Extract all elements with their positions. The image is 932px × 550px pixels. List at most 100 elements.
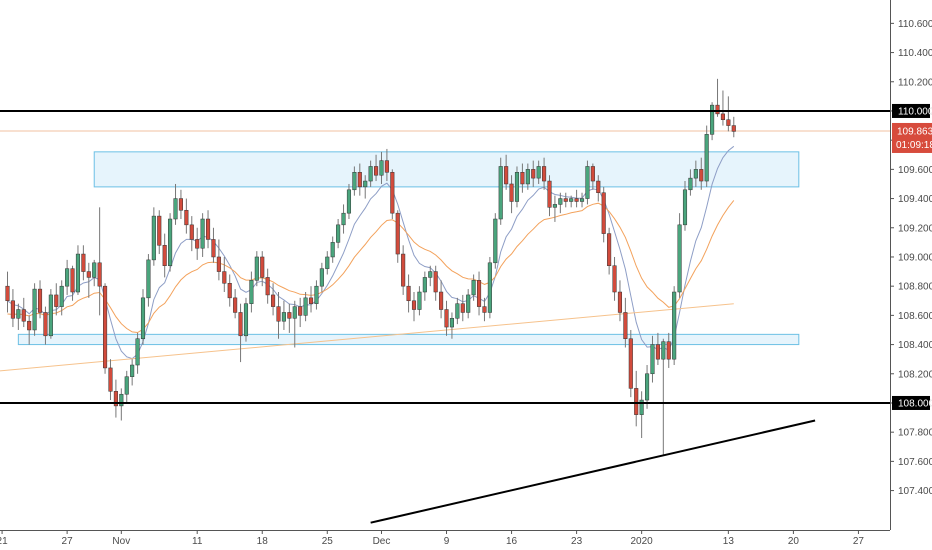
zone-1 xyxy=(17,333,800,346)
candle-body xyxy=(682,189,688,226)
candle-body xyxy=(504,166,509,185)
price-axis[interactable]: 110.600110.400110.200110.000109.800109.6… xyxy=(890,0,932,550)
candle-body xyxy=(444,309,449,328)
candle-body xyxy=(10,300,15,319)
candle xyxy=(119,388,124,421)
candle-body xyxy=(184,209,189,226)
candle xyxy=(75,245,81,295)
candle xyxy=(5,271,10,313)
candle xyxy=(271,283,276,316)
price-tick-label: 108.800 xyxy=(898,282,932,293)
price-tick-label: 109.400 xyxy=(898,194,932,205)
candle xyxy=(726,96,731,132)
candle-body xyxy=(672,291,677,360)
candle-body xyxy=(428,271,433,278)
candle xyxy=(634,370,639,427)
candle-body xyxy=(449,318,454,328)
level-tag-0 xyxy=(892,103,930,118)
candle xyxy=(233,289,238,319)
price-tick-label: 108.400 xyxy=(898,340,932,351)
candle-body xyxy=(346,189,352,214)
candle-body xyxy=(113,391,118,407)
candle-body xyxy=(514,172,520,202)
candle xyxy=(542,157,547,190)
candle xyxy=(547,175,552,217)
date-tick-label: 27 xyxy=(853,536,865,547)
candle-body xyxy=(303,297,308,316)
candle-body xyxy=(352,172,357,191)
candle-body xyxy=(357,172,362,188)
candle-body xyxy=(260,256,265,278)
candle-body xyxy=(558,198,563,205)
candle xyxy=(86,262,91,298)
candle-body xyxy=(292,306,297,319)
candle-body xyxy=(211,239,216,258)
candle-body xyxy=(314,285,319,304)
candle-body xyxy=(298,306,303,316)
candle xyxy=(704,125,709,187)
countdown-label: 01:09:18 xyxy=(896,140,932,151)
candle-body xyxy=(276,306,281,322)
zone-0 xyxy=(93,151,800,188)
price-tick-label: 110.200 xyxy=(898,77,932,88)
candle xyxy=(227,274,232,307)
candle xyxy=(498,157,503,225)
candle-body xyxy=(439,291,444,310)
candle xyxy=(325,251,330,275)
candle xyxy=(607,227,612,275)
candle-body xyxy=(178,198,183,211)
candle xyxy=(563,192,568,208)
candle-body xyxy=(433,271,438,293)
candle xyxy=(352,166,357,196)
candle xyxy=(59,280,64,316)
candle-body xyxy=(81,253,86,272)
candle xyxy=(504,154,509,190)
candle xyxy=(336,219,341,249)
candle xyxy=(32,283,37,336)
candle xyxy=(601,186,606,243)
time-axis[interactable]: 21 27 Nov 11 18 25 Dec 9 16 23 2020 13 20 27 xyxy=(0,530,932,550)
candle-body xyxy=(108,367,113,392)
candle-body xyxy=(645,373,650,401)
candle-body xyxy=(411,300,417,310)
candle-body xyxy=(287,312,292,319)
candle xyxy=(384,148,389,182)
price-axis-bg xyxy=(890,0,932,550)
candle-body xyxy=(552,204,557,208)
candle xyxy=(195,227,200,260)
candle-body xyxy=(65,268,70,287)
candle-body xyxy=(395,212,400,255)
candle-body xyxy=(92,262,97,278)
candle xyxy=(211,227,216,263)
candle xyxy=(81,245,86,281)
candle xyxy=(688,169,693,196)
candle xyxy=(493,213,498,269)
current-price-label: 109.863 xyxy=(897,126,932,137)
candle xyxy=(254,251,259,287)
candle-body xyxy=(509,183,514,202)
candle xyxy=(612,256,617,301)
candle-body xyxy=(525,169,530,185)
candle-body xyxy=(54,294,59,307)
ema-fast-line xyxy=(7,145,735,360)
date-tick-label: 18 xyxy=(257,536,269,547)
candle xyxy=(693,160,698,187)
candle xyxy=(140,289,146,345)
candle xyxy=(520,163,525,193)
candle-body xyxy=(308,297,314,304)
candle xyxy=(639,391,644,439)
candle xyxy=(661,338,666,456)
candle xyxy=(655,332,660,366)
candle xyxy=(54,283,59,316)
candle-body xyxy=(5,285,10,302)
price-tick-label: 108.600 xyxy=(898,311,932,322)
candle xyxy=(103,283,108,374)
date-tick-label: 9 xyxy=(444,536,450,547)
candle-body xyxy=(547,180,552,208)
candle-body xyxy=(579,198,585,202)
candle-body xyxy=(661,341,666,360)
candle-body xyxy=(460,303,465,313)
candle xyxy=(303,292,308,322)
